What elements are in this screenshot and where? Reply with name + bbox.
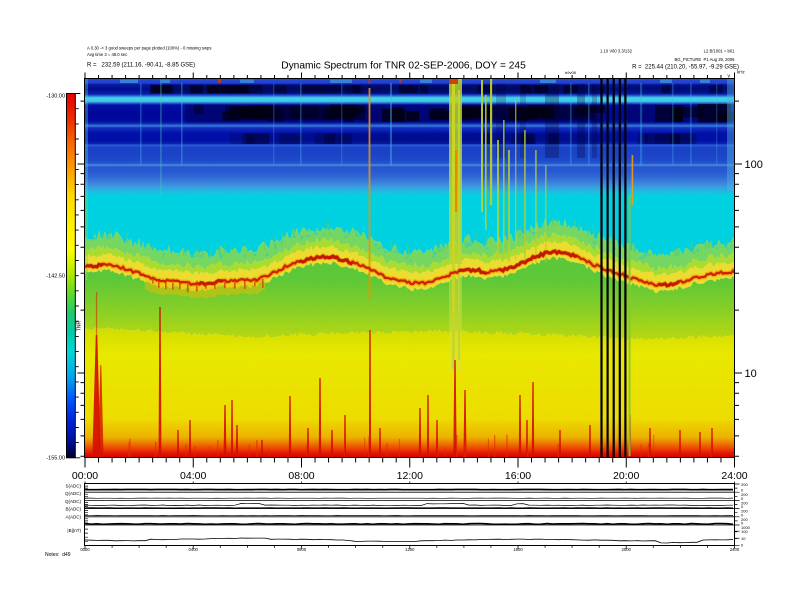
svg-text:1000: 1000	[741, 525, 751, 530]
svg-text:Notes: d49: Notes: d49	[45, 552, 71, 558]
svg-text:R = 232.59 (211.16, -90.41,: R = 232.59 (211.16, -90.41, -8.85 GSE)	[87, 63, 195, 69]
svg-text:0: 0	[741, 504, 744, 509]
svg-text:0: 0	[741, 543, 744, 548]
svg-text:0: 0	[741, 512, 744, 517]
svg-text:00:00: 00:00	[72, 470, 98, 482]
svg-text:100: 100	[745, 159, 763, 171]
svg-text:100: 100	[741, 529, 748, 534]
svg-text:b9v08: b9v08	[565, 70, 577, 75]
svg-text:10: 10	[741, 536, 746, 541]
svg-text:0: 0	[741, 488, 744, 493]
svg-text:0: 0	[741, 521, 744, 526]
svg-text:-130.00: -130.00	[46, 94, 65, 100]
svg-text:1200: 1200	[405, 547, 415, 552]
svg-text:kHz: kHz	[737, 70, 745, 75]
svg-text:1.10 V60 3.3/132: 1.10 V60 3.3/132	[600, 49, 633, 54]
svg-text:0800: 0800	[297, 547, 307, 552]
svg-text:TNR: TNR	[77, 320, 83, 331]
svg-text:Q(ADC): Q(ADC)	[65, 499, 81, 504]
svg-text:200: 200	[741, 517, 748, 522]
svg-text:v: v	[728, 74, 731, 80]
svg-text:B(ADC): B(ADC)	[66, 507, 82, 512]
svg-text:A(ADC): A(ADC)	[66, 515, 82, 520]
svg-text:0000: 0000	[80, 547, 90, 552]
svg-text:-142.50: -142.50	[46, 274, 65, 280]
svg-text:200: 200	[741, 500, 748, 505]
svg-text:Avg time 3 = 48.0 sec: Avg time 3 = 48.0 sec	[87, 52, 127, 57]
svg-text:-155.00: -155.00	[46, 456, 65, 462]
svg-text:200: 200	[741, 509, 748, 514]
svg-text:Dynamic Spectrum for TNR 02-SE: Dynamic Spectrum for TNR 02-SEP-2006, DO…	[281, 61, 526, 72]
svg-text:10: 10	[745, 368, 757, 380]
svg-text:R = 225.44 (210.20, -55.97, -: R = 225.44 (210.20, -55.97, -9.29 GSE)	[632, 65, 739, 71]
svg-text:2000: 2000	[622, 547, 632, 552]
svg-text:BG_PICTURE P1 Aug 29, 2006: BG_PICTURE P1 Aug 29, 2006	[674, 57, 735, 62]
svg-text:0400: 0400	[189, 547, 199, 552]
svg-text:04:00: 04:00	[180, 470, 206, 482]
svg-text:200: 200	[741, 482, 748, 487]
svg-text:Q(ADC): Q(ADC)	[65, 491, 81, 496]
svg-text:08:00: 08:00	[288, 470, 314, 482]
svg-text:S(ADC): S(ADC)	[66, 484, 82, 489]
svg-text:12:00: 12:00	[397, 470, 423, 482]
svg-text:A 0.30 -> 3 good sweeps per pa: A 0.30 -> 3 good sweeps per page plotted…	[87, 46, 211, 51]
svg-text:200: 200	[741, 492, 748, 497]
svg-text:1600: 1600	[513, 547, 523, 552]
svg-text:20:00: 20:00	[613, 470, 639, 482]
svg-text:0: 0	[741, 496, 744, 501]
svg-text:24:00: 24:00	[721, 470, 747, 482]
svg-text:|B|(nT): |B|(nT)	[67, 528, 81, 533]
svg-text:L2 B/1001 = b01: L2 B/1001 = b01	[704, 49, 736, 54]
svg-text:16:00: 16:00	[505, 470, 531, 482]
svg-text:2400: 2400	[730, 547, 740, 552]
